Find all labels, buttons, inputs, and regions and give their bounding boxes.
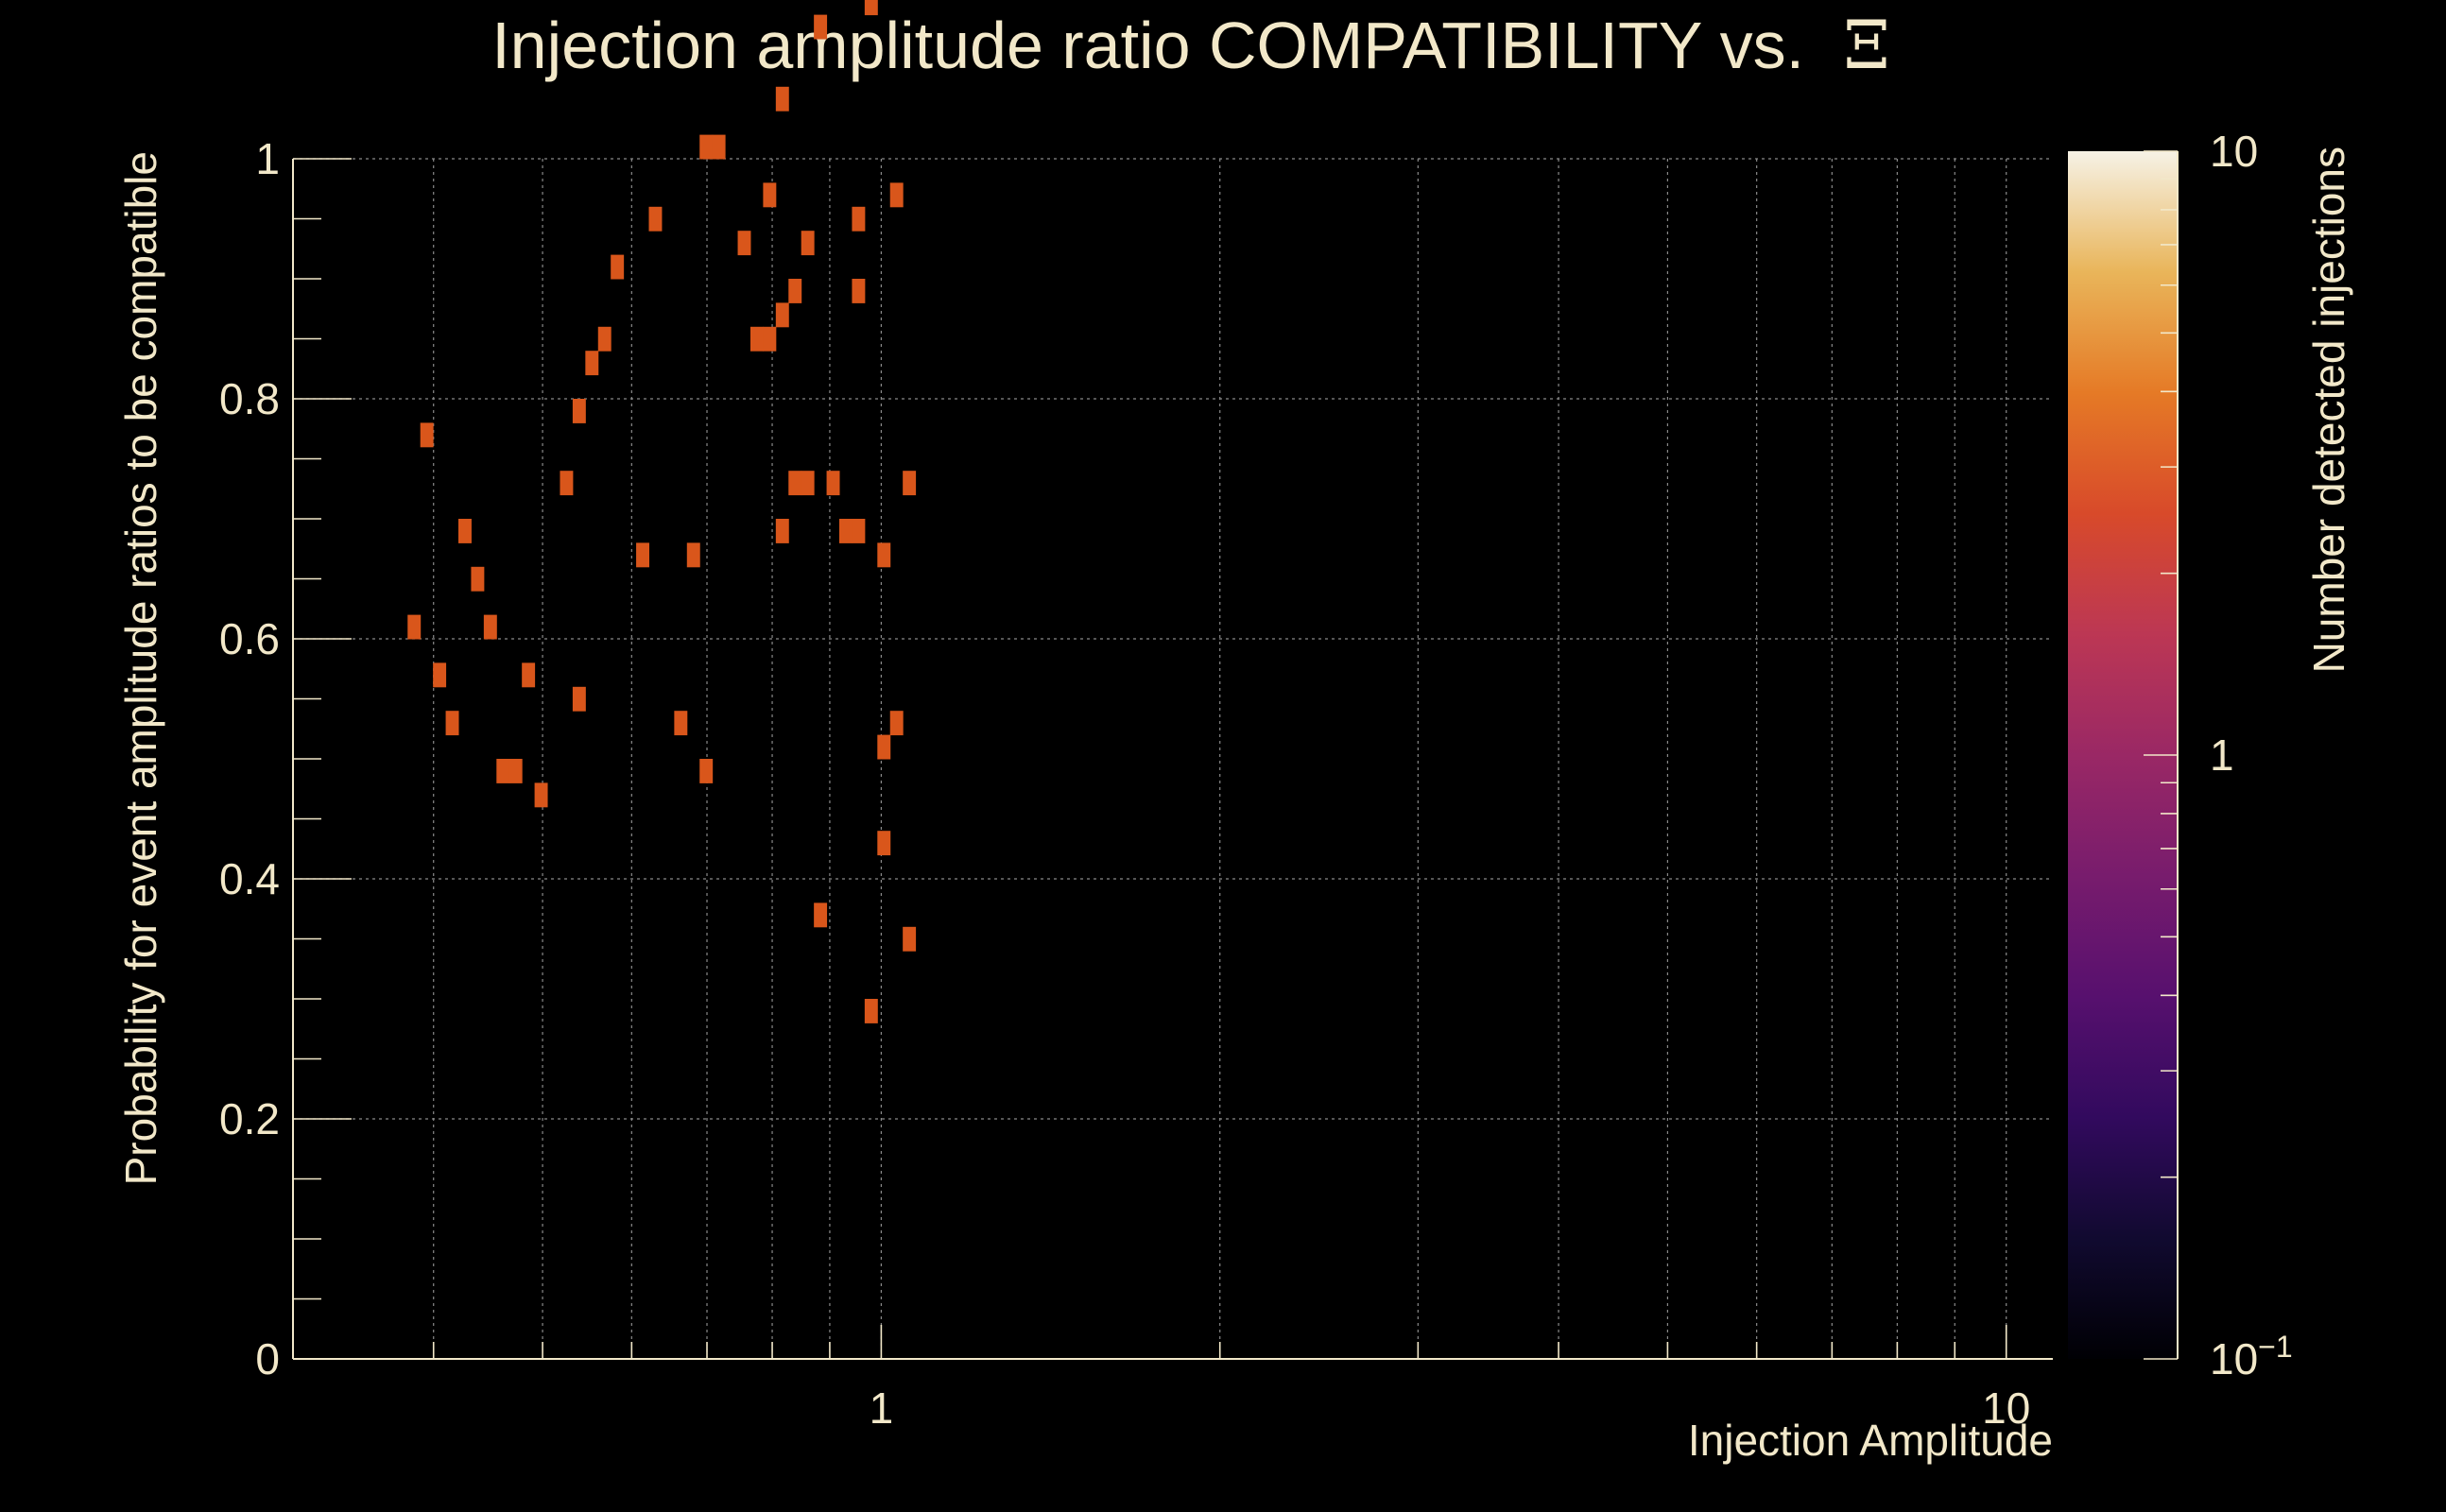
heatmap-cell [483, 614, 497, 640]
heatmap-cell [572, 686, 586, 712]
y-axis-ticks: 0 0.2 0.4 0.6 0.8 1 [219, 134, 352, 1383]
heatmap-cell [636, 542, 650, 568]
colorbar-tick-label: 10 [2210, 127, 2258, 176]
heatmap-cell [889, 711, 904, 736]
heatmap-cell [788, 279, 802, 303]
colorbar-tick-exponent: −1 [2258, 1330, 2292, 1364]
heatmap-cell [433, 662, 447, 688]
heatmap-cell [801, 231, 815, 256]
heatmap-cell [712, 134, 726, 160]
colorbar-label: Number detected injections [2304, 146, 2353, 673]
heatmap-cell [864, 0, 878, 16]
heatmap-cell [445, 711, 459, 736]
x-axis-ticks: 1 10 [292, 1325, 2030, 1433]
heatmap-cell [699, 134, 714, 160]
heatmap-cell [903, 471, 917, 496]
heatmap-cell [471, 566, 485, 592]
heatmap-cell [763, 182, 777, 208]
heatmap-cell [699, 759, 714, 783]
chart-title: Injection amplitude ratio COMPATIBILITY … [491, 7, 1890, 84]
heatmap-cell [648, 206, 663, 232]
heatmap-cell [852, 206, 866, 232]
heatmap-cell [407, 614, 422, 640]
heatmap-cell [496, 759, 510, 783]
heatmap-cell [458, 519, 472, 543]
heatmap-cell [889, 182, 904, 208]
heatmap-cell [814, 902, 828, 928]
y-axis-label: Probability for event amplitude ratios t… [116, 151, 165, 1185]
colorbar-tick-label: 10−1 [2210, 1330, 2293, 1383]
heatmap-cell [597, 326, 612, 352]
heatmap-cell [420, 422, 434, 448]
y-tick-label: 0 [255, 1334, 280, 1383]
heatmap-cell [775, 302, 789, 328]
heatmap-cell [775, 519, 789, 543]
y-tick-label: 1 [255, 134, 280, 183]
colorbar-tick-label: 1 [2210, 730, 2234, 780]
heatmap-cells [407, 0, 917, 1023]
heatmap-cell [522, 662, 536, 688]
heatmap-cell [775, 86, 789, 112]
y-tick-label: 0.8 [219, 374, 280, 423]
heatmap-cell [814, 14, 828, 40]
heatmap-cell [674, 711, 688, 736]
x-tick-label: 1 [870, 1383, 894, 1433]
chart-title-text: Injection amplitude ratio COMPATIBILITY … [491, 9, 1804, 82]
y-tick-label: 0.4 [219, 854, 280, 903]
heatmap-cell [877, 542, 891, 568]
grid [292, 158, 2053, 1360]
y-tick-label: 0.2 [219, 1094, 280, 1143]
heatmap-cell [903, 926, 917, 952]
heatmap-cell [611, 254, 625, 280]
heatmap-cell [839, 519, 853, 543]
plot-frame [293, 159, 2053, 1359]
heatmap-cell [686, 542, 700, 568]
heatmap-cell [737, 231, 751, 256]
colorbar: 10 1 10−1 Number detected injections [2068, 127, 2353, 1383]
heatmap-cell [763, 326, 777, 352]
colorbar-ticks: 10 1 10−1 [2144, 127, 2293, 1383]
heatmap-cell [877, 734, 891, 760]
heatmap-cell [788, 471, 802, 496]
chart-title-symbol: Ξ [1844, 7, 1890, 84]
heatmap-cell [801, 471, 815, 496]
y-tick-label: 0.6 [219, 614, 280, 663]
heatmap-cell [864, 999, 878, 1023]
heatmap-cell [877, 831, 891, 856]
x-tick-label: 10 [1982, 1383, 2030, 1433]
axes [292, 159, 2053, 1360]
x-axis-label: Injection Amplitude [1688, 1416, 2053, 1465]
heatmap-cell [749, 326, 764, 352]
heatmap-cell [826, 471, 840, 496]
heatmap-cell [852, 519, 866, 543]
heatmap-cell [560, 471, 574, 496]
heatmap-cell [585, 351, 599, 376]
heatmap-cell [852, 279, 866, 303]
heatmap-cell [534, 782, 548, 808]
heatmap-cell [572, 399, 586, 423]
heatmap-cell [508, 759, 523, 783]
